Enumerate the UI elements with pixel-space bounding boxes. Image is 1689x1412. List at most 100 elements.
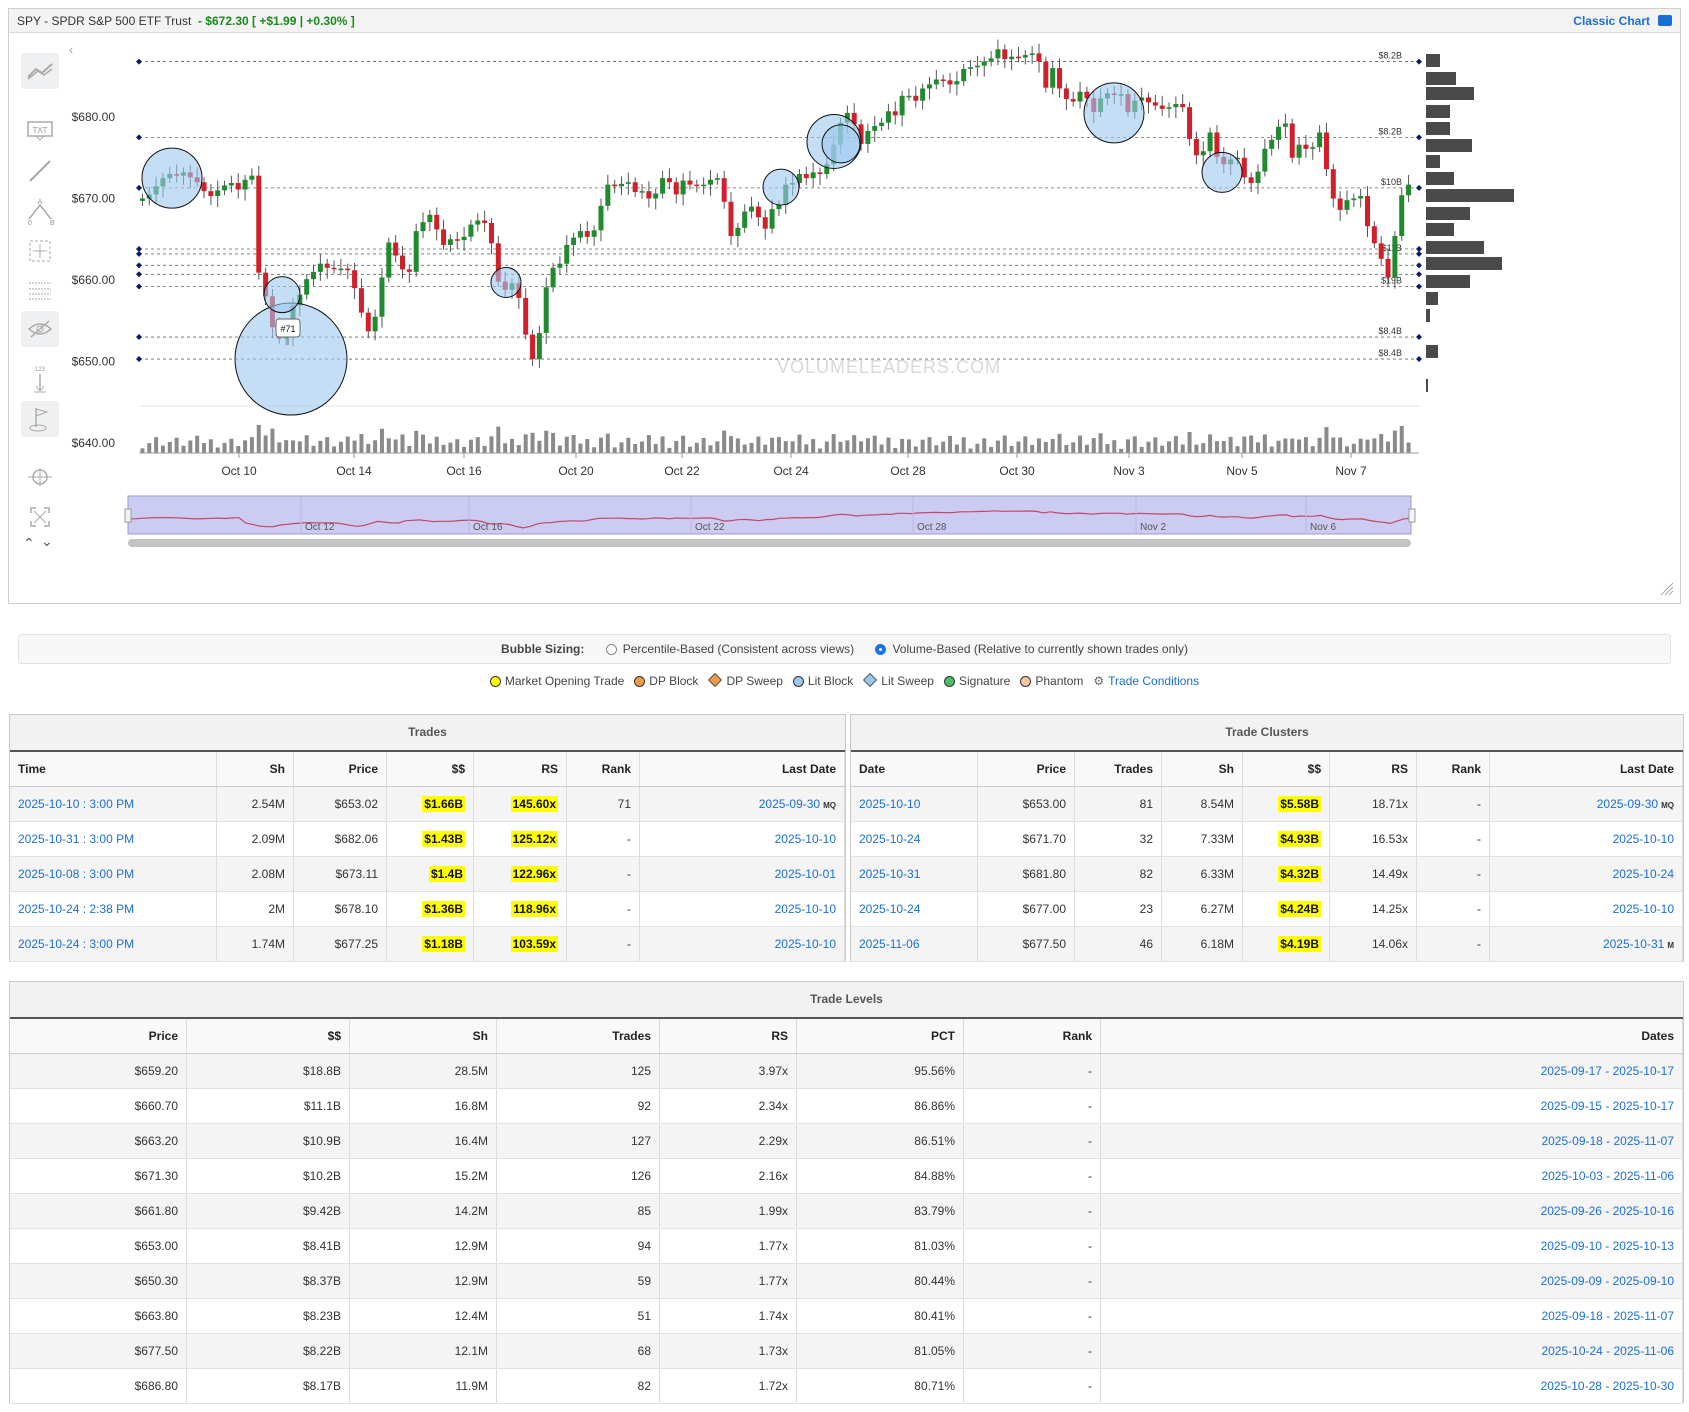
line-tool-icon[interactable] <box>21 153 59 189</box>
clusters-row[interactable]: 2025-11-06 $677.50 46 6.18M $4.19B 14.06x -202… <box>851 926 1683 962</box>
levels-row[interactable]: $653.00 $8.41B 12.9M 94 1.77x 81.03% - 2025-09-… <box>10 1228 1683 1264</box>
levels-col-header[interactable]: PCT <box>796 1019 964 1054</box>
cluster-date[interactable]: 2025-10-24 <box>851 821 978 857</box>
flag-pin-icon[interactable] <box>21 401 59 437</box>
levels-row[interactable]: $661.80 $9.42B 14.2M 85 1.99x 83.79% - 2025-09-… <box>10 1193 1683 1229</box>
trade-last-date-value[interactable]: 2025-10-10 <box>774 937 836 951</box>
level-dates-value[interactable]: 2025-09-09 - 2025-09-10 <box>1540 1274 1674 1288</box>
zoom-target-icon[interactable] <box>21 459 59 495</box>
trade-time-value[interactable]: 2025-10-10 : 3:00 PM <box>18 797 135 811</box>
legend-item[interactable]: Lit Block <box>792 674 853 688</box>
levels-col-header[interactable]: Price <box>10 1019 187 1054</box>
trades-col-header[interactable]: Time <box>10 752 217 787</box>
trades-col-header[interactable]: Price <box>293 752 387 787</box>
level-dates-value[interactable]: 2025-09-17 - 2025-10-17 <box>1540 1064 1674 1078</box>
scroll-down-icon[interactable]: ⌄ <box>41 533 53 549</box>
volume-radio[interactable] <box>875 644 887 655</box>
level-dates[interactable]: 2025-09-09 - 2025-09-10 <box>1100 1263 1683 1299</box>
level-dates[interactable]: 2025-10-24 - 2025-11-06 <box>1100 1333 1683 1369</box>
clusters-col-header[interactable]: Rank <box>1416 752 1490 787</box>
cluster-date-value[interactable]: 2025-10-24 <box>859 832 921 846</box>
trades-row[interactable]: 2025-10-31 : 3:00 PM 2.09M $682.06 $1.43B 12… <box>10 821 845 857</box>
clusters-col-header[interactable]: RS <box>1329 752 1417 787</box>
cluster-last-date-value[interactable]: 2025-10-10 <box>1612 832 1674 846</box>
level-dates[interactable]: 2025-10-03 - 2025-11-06 <box>1100 1158 1683 1194</box>
trade-last-date-value[interactable]: 2025-10-10 <box>774 832 836 846</box>
cluster-date[interactable]: 2025-10-31 <box>851 856 978 892</box>
trade-time[interactable]: 2025-10-24 : 2:38 PM <box>10 891 217 927</box>
levels-row[interactable]: $671.30 $10.2B 15.2M 126 2.16x 84.88% - 2025-10… <box>10 1158 1683 1194</box>
legend-item[interactable]: Market Opening Trade <box>489 674 624 688</box>
cluster-date-value[interactable]: 2025-11-06 <box>859 937 920 951</box>
trades-col-header[interactable]: Rank <box>566 752 640 787</box>
cluster-date-value[interactable]: 2025-10-31 <box>859 867 921 881</box>
level-dates-value[interactable]: 2025-10-24 - 2025-11-06 <box>1541 1344 1674 1358</box>
levels-row[interactable]: $677.50 $8.22B 12.1M 68 1.73x 81.05% - 2025-10-… <box>10 1333 1683 1369</box>
levels-row[interactable]: $659.20 $18.8B 28.5M 125 3.97x 95.56% - 2025-09… <box>10 1053 1683 1089</box>
toolbar-collapse-icon[interactable]: ‹ <box>69 43 73 57</box>
trade-last-date[interactable]: 2025-10-10 <box>639 821 845 857</box>
cluster-last-date[interactable]: 2025-09-30 MQ <box>1489 786 1683 822</box>
clusters-row[interactable]: 2025-10-31 $681.80 82 6.33M $4.32B 14.49x - 202… <box>851 856 1683 892</box>
fullscreen-icon[interactable] <box>21 499 59 535</box>
clusters-row[interactable]: 2025-10-24 $677.00 23 6.27M $4.24B 14.25x - 202… <box>851 891 1683 927</box>
clusters-row[interactable]: 2025-10-10 $653.00 81 8.54M $5.58B 18.71x -202… <box>851 786 1683 822</box>
hide-eye-icon[interactable] <box>21 311 59 347</box>
trade-time-value[interactable]: 2025-10-08 : 3:00 PM <box>18 867 135 881</box>
levels-col-header[interactable]: Rank <box>963 1019 1101 1054</box>
trades-col-header[interactable]: Last Date <box>639 752 845 787</box>
levels-col-header[interactable]: Sh <box>349 1019 497 1054</box>
legend-item[interactable]: Signature <box>943 674 1010 688</box>
clusters-col-header[interactable]: Trades <box>1074 752 1162 787</box>
legend-item[interactable]: DP Block <box>634 674 698 688</box>
classic-chart-icon[interactable] <box>1658 15 1672 26</box>
clusters-col-header[interactable]: Last Date <box>1489 752 1683 787</box>
text-tool-icon[interactable]: TXT <box>21 113 59 149</box>
level-dates[interactable]: 2025-09-18 - 2025-11-07 <box>1100 1123 1683 1159</box>
clusters-col-header[interactable]: Price <box>977 752 1075 787</box>
cluster-last-date[interactable]: 2025-10-10 <box>1489 891 1683 927</box>
trade-last-date-value[interactable]: 2025-09-30 <box>758 797 821 811</box>
level-dates[interactable]: 2025-09-18 - 2025-11-07 <box>1100 1298 1683 1334</box>
trade-last-date[interactable]: 2025-10-01 <box>639 856 845 892</box>
clusters-row[interactable]: 2025-10-24 $671.70 32 7.33M $4.93B 16.53x - 202… <box>851 821 1683 857</box>
level-dates[interactable]: 2025-09-10 - 2025-10-13 <box>1100 1228 1683 1264</box>
trend-line-icon[interactable] <box>21 53 59 89</box>
trades-col-header[interactable]: RS <box>473 752 567 787</box>
trade-last-date[interactable]: 2025-09-30 MQ <box>639 786 845 822</box>
trades-row[interactable]: 2025-10-24 : 2:38 PM 2M $678.10 $1.36B 118.9… <box>10 891 845 927</box>
levels-row[interactable]: $686.80 $8.17B 11.9M 82 1.72x 80.71% - 2025-10-… <box>10 1368 1683 1404</box>
level-dates-value[interactable]: 2025-09-26 - 2025-10-16 <box>1540 1204 1674 1218</box>
levels-col-header[interactable]: RS <box>659 1019 797 1054</box>
percentile-radio[interactable] <box>605 644 617 655</box>
trades-row[interactable]: 2025-10-08 : 3:00 PM 2.08M $673.11 $1.4B 122… <box>10 856 845 892</box>
cluster-date-value[interactable]: 2025-10-10 <box>859 797 921 811</box>
levels-row[interactable]: $650.30 $8.37B 12.9M 59 1.77x 80.44% - 2025-09-… <box>10 1263 1683 1299</box>
cluster-last-date-value[interactable]: 2025-10-10 <box>1612 902 1674 916</box>
legend-item[interactable]: Lit Sweep <box>863 672 934 688</box>
legend-item[interactable]: ⚙ Trade Conditions <box>1093 674 1199 688</box>
trade-time-value[interactable]: 2025-10-24 : 2:38 PM <box>18 902 135 916</box>
cluster-last-date-value[interactable]: 2025-09-30 <box>1596 797 1659 811</box>
levels-col-header[interactable]: Dates <box>1100 1019 1683 1054</box>
cluster-date[interactable]: 2025-11-06 <box>851 926 978 962</box>
trades-col-header[interactable]: Sh <box>216 752 294 787</box>
legend-item[interactable]: Phantom <box>1020 674 1083 688</box>
cluster-last-date[interactable]: 2025-10-31 M <box>1489 926 1683 962</box>
level-dates-value[interactable]: 2025-10-28 - 2025-10-30 <box>1540 1379 1674 1393</box>
level-dates-value[interactable]: 2025-10-03 - 2025-11-06 <box>1541 1169 1674 1183</box>
level-dates[interactable]: 2025-10-28 - 2025-10-30 <box>1100 1368 1683 1404</box>
levels-row[interactable]: $663.20 $10.9B 16.4M 127 2.29x 86.51% - 2025-09… <box>10 1123 1683 1159</box>
clusters-col-header[interactable]: Date <box>851 752 978 787</box>
levels-col-header[interactable]: Trades <box>496 1019 660 1054</box>
levels-row[interactable]: $660.70 $11.1B 16.8M 92 2.34x 86.86% - 2025-09-… <box>10 1088 1683 1124</box>
scroll-up-icon[interactable]: ⌃ <box>23 535 35 551</box>
levels-row[interactable]: $663.80 $8.23B 12.4M 51 1.74x 80.41% - 2025-09-… <box>10 1298 1683 1334</box>
fib-lines-icon[interactable] <box>21 273 59 309</box>
level-dates-value[interactable]: 2025-09-10 - 2025-10-13 <box>1540 1239 1674 1253</box>
trade-time-value[interactable]: 2025-10-31 : 3:00 PM <box>18 832 135 846</box>
cluster-date[interactable]: 2025-10-10 <box>851 786 978 822</box>
trade-last-date[interactable]: 2025-10-10 <box>639 926 845 962</box>
cluster-last-date[interactable]: 2025-10-10 <box>1489 821 1683 857</box>
trade-time[interactable]: 2025-10-24 : 3:00 PM <box>10 926 217 962</box>
